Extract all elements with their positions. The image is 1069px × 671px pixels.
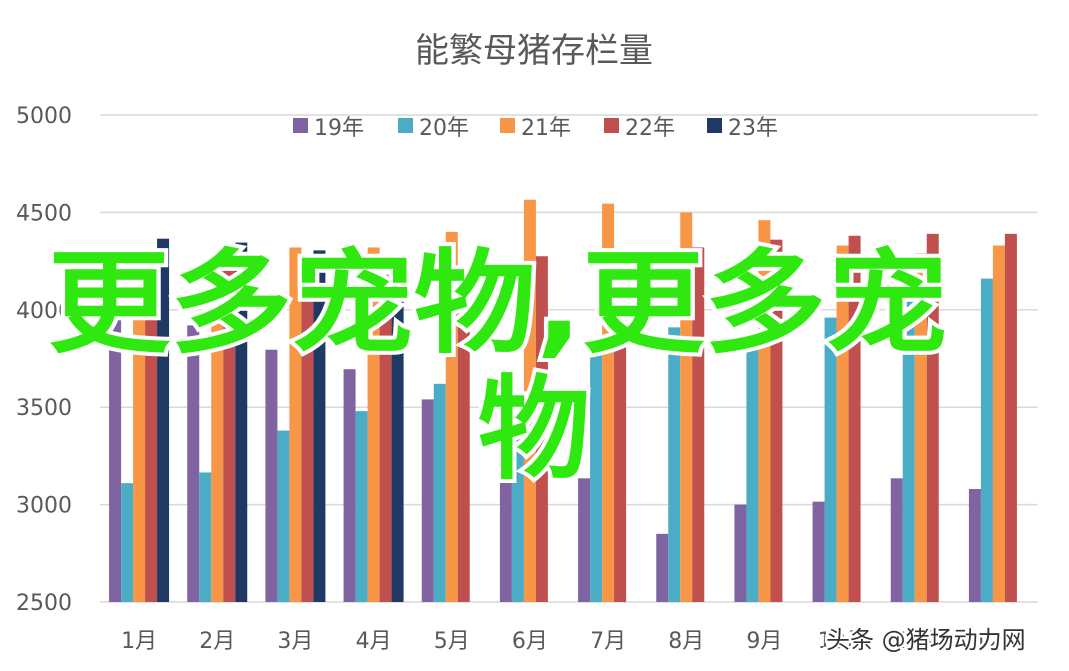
bar-20年-7月 [590, 354, 603, 602]
bar-19年-12月 [968, 489, 981, 602]
x-tick-label: 4月 [356, 629, 392, 654]
bar-19年-6月 [499, 416, 512, 602]
x-tick-label: 6月 [512, 629, 548, 654]
bar-19年-5月 [421, 399, 434, 602]
overlay-line-1: 更多宠物,更多宠 [48, 239, 948, 369]
bar-22年-5月 [457, 272, 470, 602]
overlay-caption: 更多宠物,更多宠 物 [44, 235, 952, 499]
legend-label: 22年 [625, 116, 675, 141]
legend: 19年 20年 21年 22年 23年 [293, 116, 778, 141]
bar-20年-4月 [355, 411, 368, 602]
legend-swatch [707, 118, 722, 133]
x-tick-label: 3月 [277, 629, 313, 654]
bar-21年-11月 [914, 253, 927, 603]
bar-21年-6月 [523, 199, 536, 602]
bars [109, 199, 1017, 603]
bar-21年-1月 [133, 268, 146, 602]
bar-22年-9月 [770, 239, 783, 602]
x-tick-label: 2月 [199, 629, 235, 654]
bar-22年-2月 [223, 257, 236, 602]
bar-19年-2月 [187, 325, 200, 602]
bar-22年-8月 [692, 247, 705, 603]
legend-label: 19年 [314, 116, 364, 141]
bar-20年-8月 [668, 327, 681, 602]
y-tick-label: 3500 [16, 396, 72, 421]
bar-23年-4月 [391, 254, 404, 603]
bar-19年-10月 [812, 501, 825, 602]
bar-20年-1月 [121, 483, 134, 602]
bar-19年-4月 [343, 369, 356, 602]
bar-22年-6月 [535, 256, 548, 602]
bar-22年-4月 [379, 274, 392, 602]
gridlines [100, 114, 1038, 603]
bar-23年-1月 [157, 238, 170, 602]
bar-20年-6月 [511, 430, 524, 602]
bar-20年-9月 [746, 344, 759, 602]
bar-20年-10月 [824, 317, 837, 602]
axes: 2500 3000 3500 4000 4500 5000 1月 2月 3月 4月 5月 6月 7月 8月… [16, 104, 1024, 654]
bar-22年-3月 [301, 272, 314, 602]
x-tick-label: 10月 [818, 629, 868, 654]
bar-19年-7月 [578, 478, 591, 602]
legend-label: 20年 [419, 116, 469, 141]
bar-22年-1月 [145, 253, 158, 603]
bar-23年-2月 [235, 242, 248, 602]
chart-title: 能繁母猪存栏量 [415, 31, 653, 71]
y-tick-label: 4000 [16, 299, 72, 324]
x-tick-label: 7月 [590, 629, 626, 654]
bar-19年-8月 [656, 533, 669, 602]
y-tick-label: 3000 [16, 494, 72, 519]
y-tick-label: 4500 [16, 201, 72, 226]
bar-19年-3月 [265, 349, 278, 602]
legend-swatch [398, 118, 413, 133]
bar-21年-5月 [445, 231, 458, 602]
bar-20年-12月 [980, 278, 993, 602]
bar-21年-10月 [836, 245, 849, 603]
bar-21年-9月 [758, 220, 771, 602]
x-tick-label: 8月 [668, 629, 704, 654]
x-tick-label: 11月 [896, 629, 946, 654]
bar-22年-10月 [848, 235, 861, 602]
bar-22年-11月 [926, 233, 939, 602]
x-tick-label: 5月 [434, 629, 470, 654]
bar-20年-3月 [277, 430, 290, 602]
watermark: 头条 @猪场动力网 [826, 626, 1026, 654]
y-tick-label: 5000 [16, 104, 72, 129]
bar-21年-2月 [211, 261, 224, 602]
bar-21年-3月 [289, 247, 302, 603]
legend-swatch [500, 118, 515, 133]
bar-19年-11月 [890, 478, 903, 602]
bar-21年-7月 [602, 203, 615, 602]
legend-swatch [604, 118, 619, 133]
bar-19年-9月 [734, 504, 747, 602]
bar-20年-2月 [199, 472, 212, 602]
overlay-line-2: 物 [478, 365, 590, 495]
x-tick-label: 1月 [121, 629, 157, 654]
bar-21年-12月 [992, 245, 1005, 603]
x-tick-label: 9月 [746, 629, 782, 654]
bar-21年-8月 [680, 212, 693, 602]
bar-20年-5月 [433, 383, 446, 602]
bar-21年-4月 [367, 247, 380, 603]
legend-label: 21年 [521, 116, 571, 141]
legend-label: 23年 [728, 116, 778, 141]
legend-swatch [293, 118, 308, 133]
bar-22年-7月 [614, 252, 627, 603]
bar-19年-1月 [109, 288, 122, 602]
bar-20年-11月 [902, 290, 915, 602]
x-tick-label: 12月 [974, 629, 1024, 654]
bar-22年-12月 [1004, 233, 1017, 602]
y-tick-label: 2500 [16, 591, 72, 616]
bar-23年-3月 [313, 250, 326, 603]
